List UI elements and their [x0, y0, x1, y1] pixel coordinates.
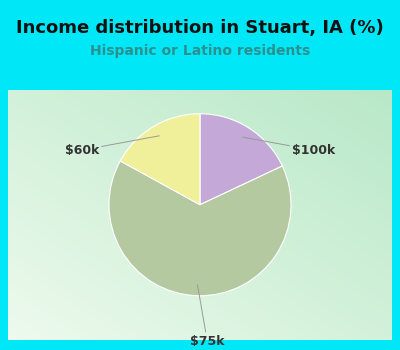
Text: $75k: $75k [190, 285, 224, 348]
Text: Income distribution in Stuart, IA (%): Income distribution in Stuart, IA (%) [16, 19, 384, 37]
Text: $100k: $100k [243, 137, 335, 157]
Text: $60k: $60k [64, 136, 159, 157]
Text: Hispanic or Latino residents: Hispanic or Latino residents [90, 44, 310, 58]
Text: City-Data.com: City-Data.com [290, 92, 365, 102]
Wedge shape [200, 114, 282, 205]
Wedge shape [120, 114, 200, 205]
Wedge shape [109, 161, 291, 296]
